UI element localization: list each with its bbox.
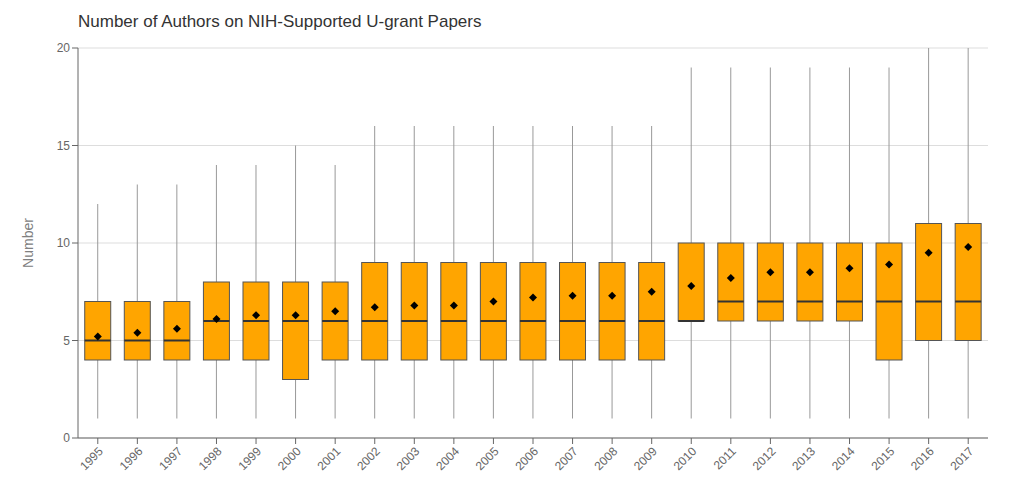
svg-text:2001: 2001 bbox=[315, 444, 344, 473]
svg-text:2009: 2009 bbox=[631, 444, 660, 473]
svg-text:2016: 2016 bbox=[908, 444, 937, 473]
svg-text:1995: 1995 bbox=[77, 444, 106, 473]
svg-text:1998: 1998 bbox=[196, 444, 225, 473]
svg-text:0: 0 bbox=[63, 431, 70, 445]
svg-text:2013: 2013 bbox=[789, 444, 818, 473]
svg-text:2005: 2005 bbox=[473, 444, 502, 473]
svg-text:Number: Number bbox=[20, 218, 36, 268]
svg-text:5: 5 bbox=[63, 334, 70, 348]
svg-text:2011: 2011 bbox=[711, 444, 739, 472]
svg-text:2000: 2000 bbox=[275, 444, 304, 473]
svg-text:2007: 2007 bbox=[552, 444, 581, 473]
svg-text:2002: 2002 bbox=[354, 444, 383, 473]
svg-text:2008: 2008 bbox=[591, 444, 620, 473]
svg-text:2014: 2014 bbox=[829, 444, 858, 473]
svg-text:2003: 2003 bbox=[394, 444, 423, 473]
svg-text:10: 10 bbox=[57, 236, 71, 250]
svg-text:1999: 1999 bbox=[235, 444, 264, 473]
svg-text:2015: 2015 bbox=[868, 444, 897, 473]
svg-text:2006: 2006 bbox=[512, 444, 541, 473]
svg-text:15: 15 bbox=[57, 139, 71, 153]
svg-text:2012: 2012 bbox=[750, 444, 779, 473]
svg-text:2004: 2004 bbox=[433, 444, 462, 473]
svg-text:1996: 1996 bbox=[117, 444, 146, 473]
svg-text:2017: 2017 bbox=[948, 444, 977, 473]
svg-text:20: 20 bbox=[57, 41, 71, 55]
svg-text:1997: 1997 bbox=[156, 444, 185, 473]
svg-text:2010: 2010 bbox=[671, 444, 700, 473]
html-text:Number of Authors on NIH-Suppo: Number of Authors on NIH-Supported U-gra… bbox=[78, 12, 482, 31]
